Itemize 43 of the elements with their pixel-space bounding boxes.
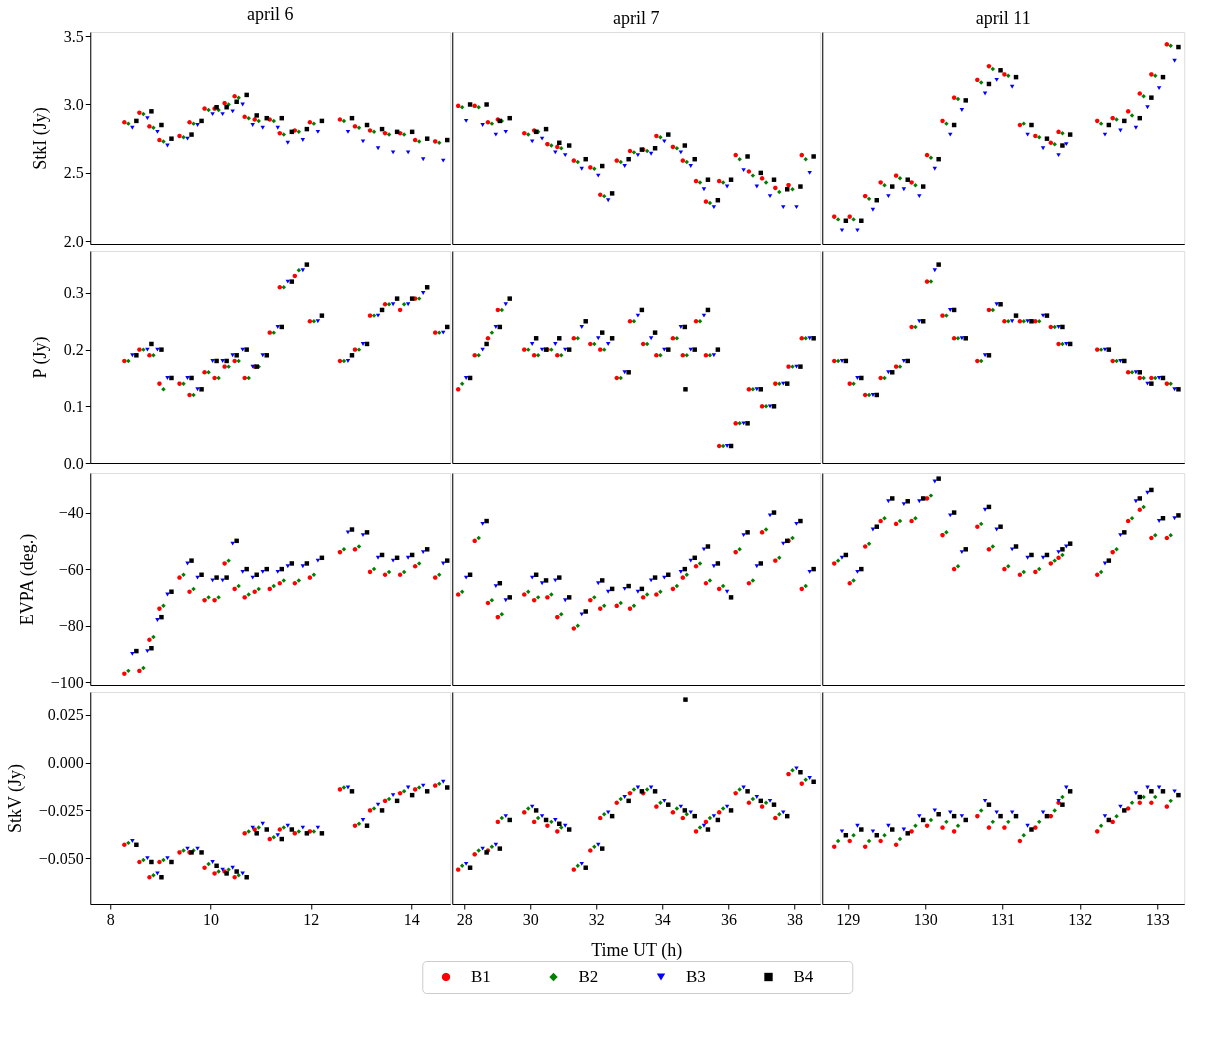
x-tick-label: 12 bbox=[303, 910, 320, 928]
y-tick-label: 0.025 bbox=[47, 706, 84, 724]
y-tick-label: −0.050 bbox=[38, 849, 84, 867]
x-tick-label: 130 bbox=[913, 910, 938, 928]
chart-title: april 11 bbox=[975, 8, 1031, 28]
x-tick-label: 10 bbox=[203, 910, 220, 928]
y-tick-label: 2.5 bbox=[63, 164, 84, 182]
x-tick-label: 30 bbox=[522, 910, 539, 928]
chart-title: april 6 bbox=[247, 4, 294, 25]
y-tick-label: 0.2 bbox=[63, 341, 84, 359]
y-tick-label: 2.0 bbox=[63, 232, 84, 250]
y-axis-title: P (Jy) bbox=[29, 336, 51, 379]
y-tick-label: −60 bbox=[58, 560, 84, 578]
y-axis-title: StkV (Jy) bbox=[4, 763, 26, 834]
y-tick-label: −80 bbox=[58, 617, 84, 635]
x-tick-label: 8 bbox=[106, 910, 115, 928]
y-axis-title: StkI (Jy) bbox=[29, 107, 51, 170]
y-tick-label: 0.1 bbox=[63, 397, 84, 415]
y-tick-label: 0.0 bbox=[63, 454, 84, 472]
y-tick-label: −100 bbox=[50, 673, 84, 691]
x-tick-label: 129 bbox=[836, 910, 861, 928]
y-tick-label: −0.025 bbox=[38, 801, 84, 819]
y-axis-title: EVPA (deg.) bbox=[16, 533, 38, 626]
y-tick-label: −40 bbox=[58, 504, 84, 522]
chart-title: april 7 bbox=[613, 8, 660, 28]
legend-label: B2 bbox=[578, 967, 599, 986]
x-tick-label: 131 bbox=[990, 910, 1015, 928]
x-axis-title: Time UT (h) bbox=[591, 939, 683, 961]
x-tick-label: 38 bbox=[786, 910, 803, 928]
y-tick-label: 0.000 bbox=[47, 754, 84, 772]
x-tick-label: 133 bbox=[1145, 910, 1170, 928]
y-tick-label: 0.3 bbox=[63, 284, 84, 302]
x-tick-label: 36 bbox=[720, 910, 737, 928]
legend-label: B3 bbox=[686, 967, 706, 986]
x-tick-label: 32 bbox=[588, 910, 605, 928]
y-tick-label: 3.0 bbox=[63, 95, 84, 113]
x-tick-label: 14 bbox=[403, 910, 420, 928]
x-tick-label: 132 bbox=[1068, 910, 1093, 928]
legend-label: B4 bbox=[793, 967, 814, 986]
x-tick-label: 34 bbox=[654, 910, 671, 928]
y-tick-label: 3.5 bbox=[63, 27, 84, 45]
legend-label: B1 bbox=[471, 967, 491, 986]
x-tick-label: 28 bbox=[456, 910, 473, 928]
